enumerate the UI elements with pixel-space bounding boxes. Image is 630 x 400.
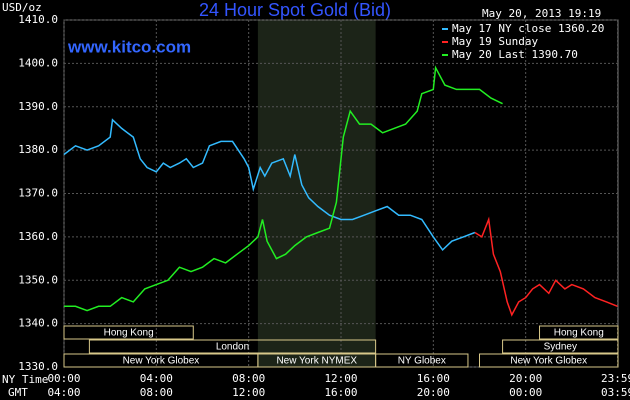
legend-label: May 19 Sunday (452, 35, 538, 48)
y-tick-label: 1340.0 (18, 317, 58, 330)
session-box (479, 353, 619, 368)
x-tick-label: 23:59 (601, 372, 630, 385)
session-box (539, 325, 619, 340)
x-tick-label: 08:00 (232, 372, 265, 385)
x-label: NY Time (2, 373, 48, 386)
session-label: New York Globex (123, 356, 200, 367)
x2-label: GMT (8, 386, 28, 399)
x-tick-label: 20:00 (509, 372, 542, 385)
y-tick-label: 1410.0 (18, 13, 58, 26)
timestamp: May 20, 2013 19:19 (482, 7, 601, 20)
session-label: NY Globex (398, 356, 446, 367)
session-box (88, 339, 377, 354)
x-tick-label: 12:00 (324, 372, 357, 385)
y-tick-label: 1380.0 (18, 143, 58, 156)
line (474, 216, 618, 317)
x2-tick-label: 16:00 (324, 386, 357, 399)
y-tick-label: 1330.0 (18, 360, 58, 373)
x2-tick-label: 08:00 (140, 386, 173, 399)
y-tick-label: 1390.0 (18, 100, 58, 113)
y-tick-label: 1360.0 (18, 230, 58, 243)
y-tick-label: 1400.0 (18, 56, 58, 69)
x2-tick-label: 03:59 (601, 386, 630, 399)
session-box (502, 339, 619, 354)
x-tick-label: 16:00 (417, 372, 450, 385)
y-label: USD/oz (2, 1, 42, 14)
line (63, 118, 476, 252)
session-label: London (216, 342, 249, 353)
x-tick-label: 00:00 (47, 372, 80, 385)
session-label: Hong Kong (104, 328, 154, 339)
chart-title: 24 Hour Spot Gold (Bid) (199, 0, 391, 20)
session-box (63, 325, 194, 340)
session-label: New York Globex (510, 356, 587, 367)
y-tick-label: 1350.0 (18, 273, 58, 286)
legend-label: May 20 Last 1390.70 (452, 48, 578, 61)
x2-tick-label: 04:00 (47, 386, 80, 399)
x2-tick-label: 20:00 (417, 386, 450, 399)
line (64, 65, 503, 312)
y-tick-label: 1370.0 (18, 187, 58, 200)
subtitle: www.kitco.com (67, 37, 191, 56)
session-label: New York NYMEX (276, 356, 357, 367)
x2-tick-label: 12:00 (232, 386, 265, 399)
session-label: Hong Kong (554, 328, 604, 339)
session-label: Sydney (544, 342, 577, 353)
x2-tick-label: 00:00 (509, 386, 542, 399)
session-box (375, 353, 469, 368)
x-tick-label: 04:00 (140, 372, 173, 385)
legend-label: May 17 NY close 1360.20 (452, 22, 604, 35)
